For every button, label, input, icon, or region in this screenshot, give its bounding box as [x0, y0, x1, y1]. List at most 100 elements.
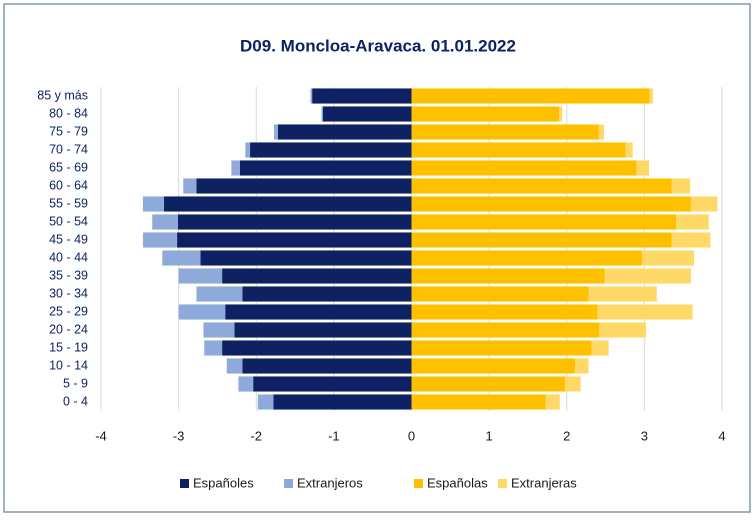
bar [565, 376, 581, 392]
chart-title: D09. Moncloa-Aravaca. 01.01.2022 [240, 36, 516, 55]
y-tick-label: 30 - 34 [49, 286, 88, 300]
y-tick-label: 75 - 79 [49, 124, 88, 138]
y-tick-label: 60 - 64 [49, 178, 88, 192]
y-tick-label: 45 - 49 [49, 232, 88, 246]
bar [253, 376, 412, 392]
bar [231, 160, 240, 176]
bar [649, 88, 653, 104]
bar [163, 196, 412, 212]
bar [222, 340, 412, 356]
bar [203, 322, 235, 338]
y-tick-label: 55 - 59 [49, 196, 88, 210]
bar [411, 304, 598, 320]
y-tick-label: 5 - 9 [63, 376, 88, 390]
y-tick-label: 40 - 44 [49, 250, 88, 264]
y-tick-label: 50 - 54 [49, 214, 88, 228]
x-tick-label: 1 [486, 428, 493, 443]
legend-swatch [180, 479, 189, 488]
bar [152, 214, 178, 230]
bar [274, 124, 278, 140]
bar [162, 250, 201, 266]
bar [178, 268, 223, 284]
x-tick-label: -3 [173, 428, 185, 443]
y-tick-label: 15 - 19 [49, 340, 88, 354]
bar [411, 142, 626, 158]
bar [142, 196, 164, 212]
bar [575, 358, 589, 374]
bar [411, 376, 566, 392]
y-tick-label: 80 - 84 [49, 106, 88, 120]
bar [671, 178, 691, 194]
bar [411, 196, 691, 212]
bar [177, 232, 412, 248]
y-tick-label: 20 - 24 [49, 322, 88, 336]
bar [239, 160, 412, 176]
bar [411, 106, 559, 122]
bar [642, 250, 695, 266]
bar [273, 394, 412, 410]
bar [323, 106, 412, 122]
bar [257, 394, 274, 410]
bar [411, 88, 650, 104]
bar [411, 286, 589, 302]
bar [242, 358, 412, 374]
bar [196, 286, 243, 302]
legend-swatch [414, 479, 423, 488]
bar [234, 322, 412, 338]
legend-label: Españoles [193, 475, 254, 490]
legend-swatch [284, 479, 293, 488]
bar [411, 322, 600, 338]
bar [671, 232, 711, 248]
bar [411, 232, 672, 248]
bar [200, 250, 412, 266]
bar [178, 304, 226, 320]
bar [245, 142, 251, 158]
bar [598, 124, 605, 140]
y-tick-label: 35 - 39 [49, 268, 88, 282]
bar [411, 268, 605, 284]
y-tick-label: 0 - 4 [63, 394, 88, 408]
x-tick-label: 2 [563, 428, 570, 443]
bar [411, 160, 637, 176]
legend-swatch [498, 479, 507, 488]
bar [411, 340, 592, 356]
bar [690, 196, 718, 212]
bar [411, 358, 576, 374]
bar [222, 268, 412, 284]
legend-label: Españolas [427, 475, 488, 490]
x-tick-label: -4 [95, 428, 107, 443]
bar [411, 178, 672, 194]
bar [588, 286, 657, 302]
bar [142, 232, 178, 248]
bar [411, 214, 677, 230]
bar [226, 358, 243, 374]
bar [196, 178, 412, 194]
bar [591, 340, 609, 356]
bar [411, 124, 599, 140]
bar [411, 394, 546, 410]
y-tick-label: 25 - 29 [49, 304, 88, 318]
bar [676, 214, 709, 230]
bar [599, 322, 646, 338]
bar [545, 394, 560, 410]
bar [604, 268, 691, 284]
y-tick-label: 10 - 14 [49, 358, 88, 372]
y-tick-label: 85 y más [37, 88, 88, 102]
bar [312, 88, 412, 104]
x-tick-label: -2 [250, 428, 262, 443]
x-tick-label: 3 [641, 428, 648, 443]
bar [225, 304, 412, 320]
y-tick-label: 65 - 69 [49, 160, 88, 174]
bar [250, 142, 412, 158]
bar [177, 214, 412, 230]
bar [277, 124, 412, 140]
legend-label: Extranjeros [297, 475, 363, 490]
bar [238, 376, 254, 392]
bar [411, 250, 643, 266]
bar [558, 106, 563, 122]
legend-label: Extranjeras [511, 475, 577, 490]
bar [242, 286, 412, 302]
bar [625, 142, 633, 158]
x-tick-label: -1 [328, 428, 340, 443]
